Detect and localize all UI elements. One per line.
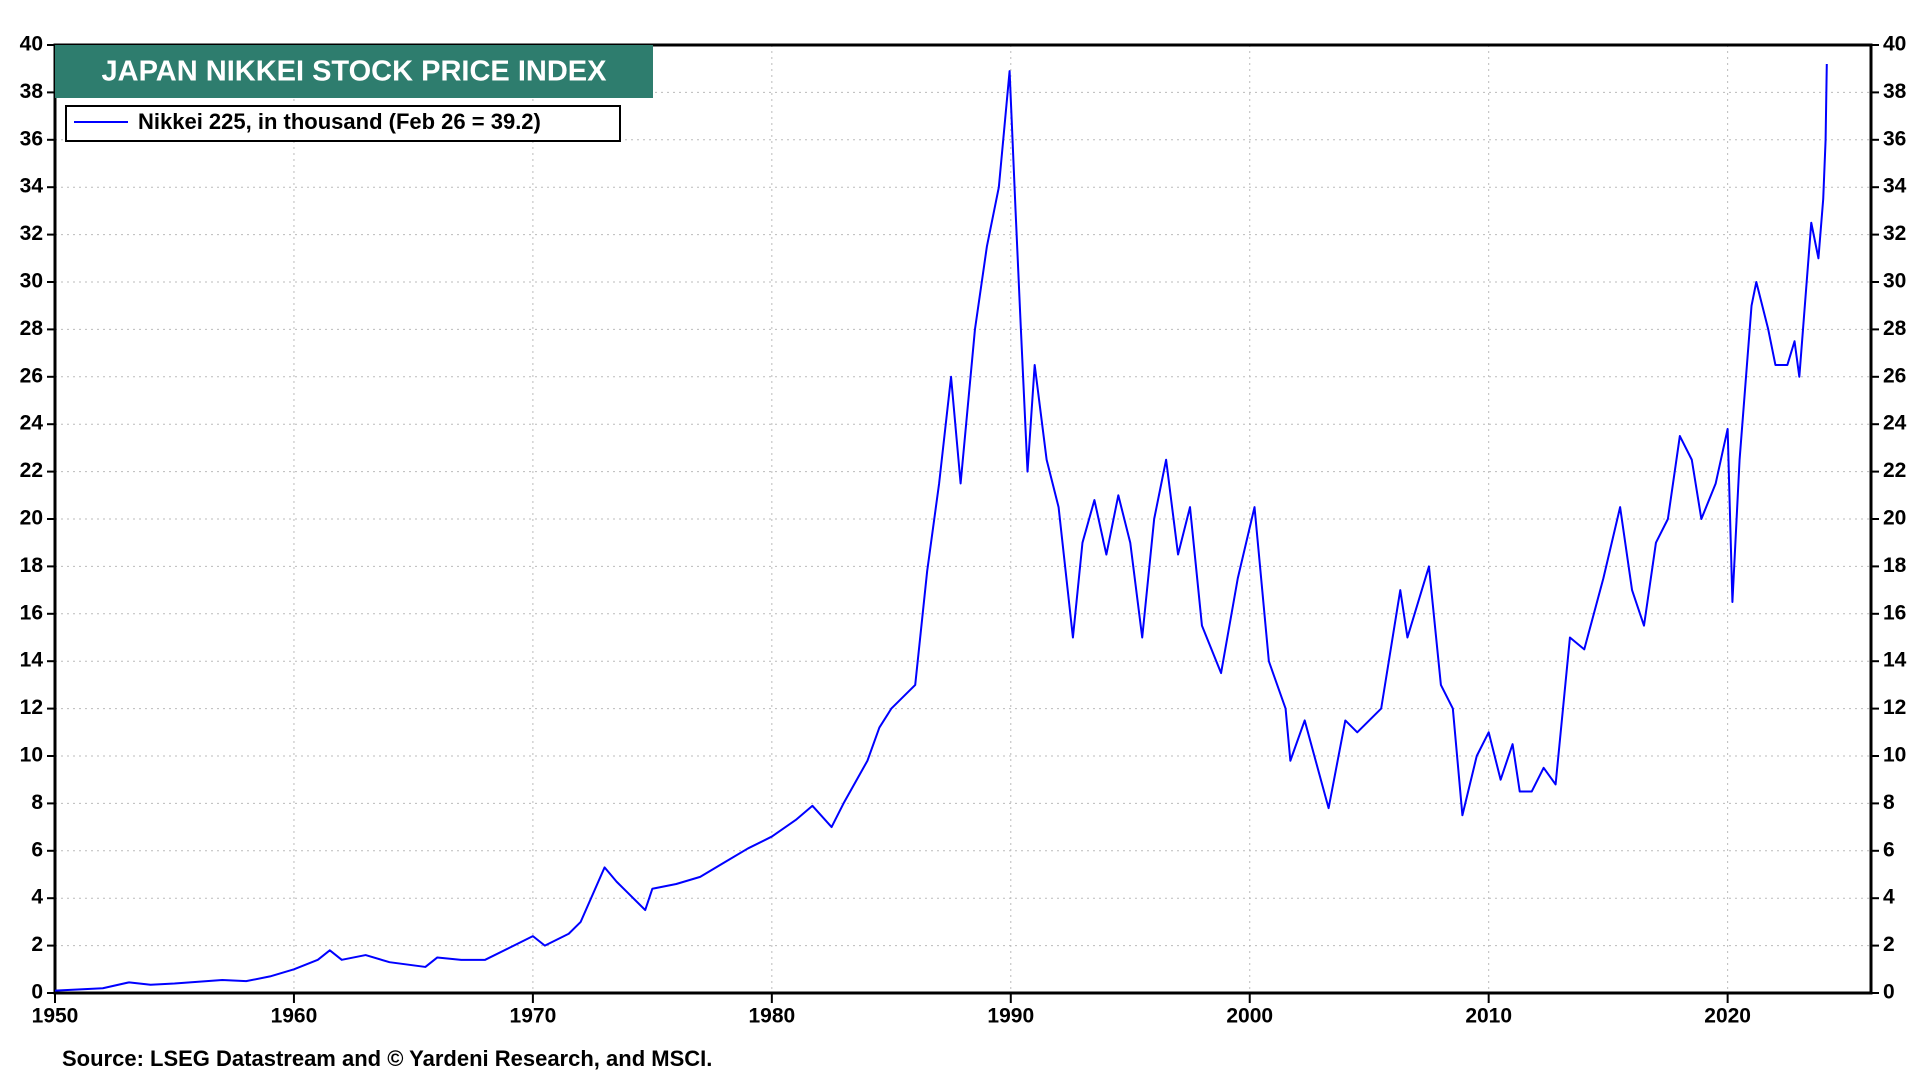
- y-tick-label: 14: [20, 649, 44, 672]
- source-note: Source: LSEG Datastream and © Yardeni Re…: [62, 1046, 712, 1071]
- y-tick-label: 36: [20, 127, 43, 150]
- legend-box: [65, 105, 621, 142]
- x-tick-label: 1950: [32, 1005, 79, 1028]
- y-tick-label: 12: [20, 696, 43, 719]
- y-tick-label: 0: [31, 981, 43, 1004]
- x-tick-label: 1960: [271, 1005, 318, 1028]
- y-tick-label: 24: [20, 412, 44, 435]
- x-tick-label: 2020: [1704, 1005, 1751, 1028]
- y-tick-label: 38: [20, 80, 44, 103]
- y2-tick-label: 34: [1883, 175, 1907, 198]
- y2-tick-label: 20: [1883, 507, 1906, 530]
- chart-title: JAPAN NIKKEI STOCK PRICE INDEX: [102, 56, 608, 88]
- y2-tick-label: 12: [1883, 696, 1906, 719]
- y2-tick-label: 22: [1883, 459, 1906, 482]
- y-tick-label: 6: [31, 838, 43, 861]
- x-tick-label: 1980: [748, 1005, 795, 1028]
- y2-tick-label: 0: [1883, 981, 1895, 1004]
- y2-tick-label: 16: [1883, 601, 1906, 624]
- y2-tick-label: 4: [1883, 886, 1895, 909]
- y2-tick-label: 6: [1883, 838, 1895, 861]
- y-tick-label: 10: [20, 744, 43, 767]
- y2-tick-label: 14: [1883, 649, 1907, 672]
- x-tick-label: 1970: [510, 1005, 557, 1028]
- legend-label: Nikkei 225, in thousand (Feb 26 = 39.2): [138, 109, 541, 134]
- y-tick-label: 30: [20, 270, 43, 293]
- y2-tick-label: 26: [1883, 364, 1906, 387]
- y-tick-label: 18: [20, 554, 44, 577]
- y2-tick-label: 18: [1883, 554, 1907, 577]
- y-tick-label: 20: [20, 507, 43, 530]
- y2-tick-label: 36: [1883, 127, 1906, 150]
- x-tick-label: 2000: [1226, 1005, 1273, 1028]
- y2-tick-label: 28: [1883, 317, 1907, 340]
- y2-tick-label: 2: [1883, 933, 1895, 956]
- y2-tick-label: 38: [1883, 80, 1907, 103]
- y-tick-label: 32: [20, 222, 43, 245]
- y2-tick-label: 32: [1883, 222, 1906, 245]
- y-tick-label: 16: [20, 601, 43, 624]
- y2-tick-label: 30: [1883, 270, 1906, 293]
- x-tick-label: 1990: [987, 1005, 1034, 1028]
- y-tick-label: 28: [20, 317, 44, 340]
- x-tick-label: 2010: [1465, 1005, 1512, 1028]
- y-tick-label: 8: [31, 791, 43, 814]
- y-tick-label: 2: [31, 933, 43, 956]
- y-tick-label: 26: [20, 364, 43, 387]
- y-tick-label: 40: [20, 33, 43, 56]
- title-box: [55, 45, 653, 98]
- y-tick-label: 4: [31, 886, 43, 909]
- y2-tick-label: 10: [1883, 744, 1906, 767]
- y-tick-label: 22: [20, 459, 43, 482]
- y2-tick-label: 40: [1883, 33, 1906, 56]
- y2-tick-label: 24: [1883, 412, 1907, 435]
- series-line: [54, 63, 1828, 992]
- y2-tick-label: 8: [1883, 791, 1895, 814]
- y-tick-label: 34: [20, 175, 44, 198]
